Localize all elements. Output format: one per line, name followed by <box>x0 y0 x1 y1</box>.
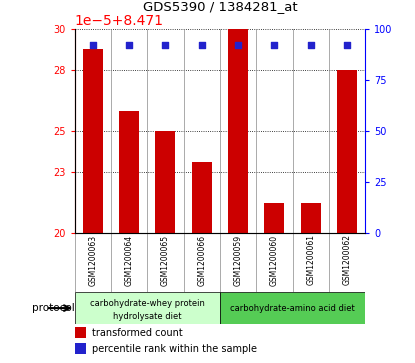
Point <box>235 42 242 48</box>
Text: hydrolysate diet: hydrolysate diet <box>113 311 182 321</box>
Point <box>198 42 205 48</box>
Text: GSM1200060: GSM1200060 <box>270 234 279 286</box>
Text: GSM1200064: GSM1200064 <box>124 234 134 286</box>
Bar <box>156 131 176 233</box>
Text: GSM1200061: GSM1200061 <box>306 234 315 285</box>
Bar <box>83 49 103 233</box>
Bar <box>192 162 212 233</box>
Bar <box>301 203 321 233</box>
Text: GSM1200066: GSM1200066 <box>197 234 206 286</box>
FancyBboxPatch shape <box>75 292 220 324</box>
Text: transformed count: transformed count <box>92 328 183 338</box>
Bar <box>264 203 284 233</box>
Text: GSM1200062: GSM1200062 <box>342 234 352 285</box>
Point <box>308 42 314 48</box>
Bar <box>75 343 86 354</box>
Text: carbohydrate-amino acid diet: carbohydrate-amino acid diet <box>230 303 355 313</box>
Bar <box>75 327 86 338</box>
Point <box>126 42 132 48</box>
Text: GSM1200059: GSM1200059 <box>234 234 243 286</box>
FancyBboxPatch shape <box>220 292 365 324</box>
Bar <box>119 111 139 233</box>
Text: carbohydrate-whey protein: carbohydrate-whey protein <box>90 299 205 308</box>
Title: GDS5390 / 1384281_at: GDS5390 / 1384281_at <box>143 0 297 13</box>
Text: GSM1200063: GSM1200063 <box>88 234 98 286</box>
Point <box>162 42 169 48</box>
Point <box>344 42 350 48</box>
Bar <box>228 29 248 233</box>
Text: GSM1200065: GSM1200065 <box>161 234 170 286</box>
Bar <box>337 70 357 233</box>
Text: percentile rank within the sample: percentile rank within the sample <box>92 344 257 354</box>
Point <box>90 42 96 48</box>
Point <box>271 42 278 48</box>
Text: protocol: protocol <box>32 303 75 313</box>
